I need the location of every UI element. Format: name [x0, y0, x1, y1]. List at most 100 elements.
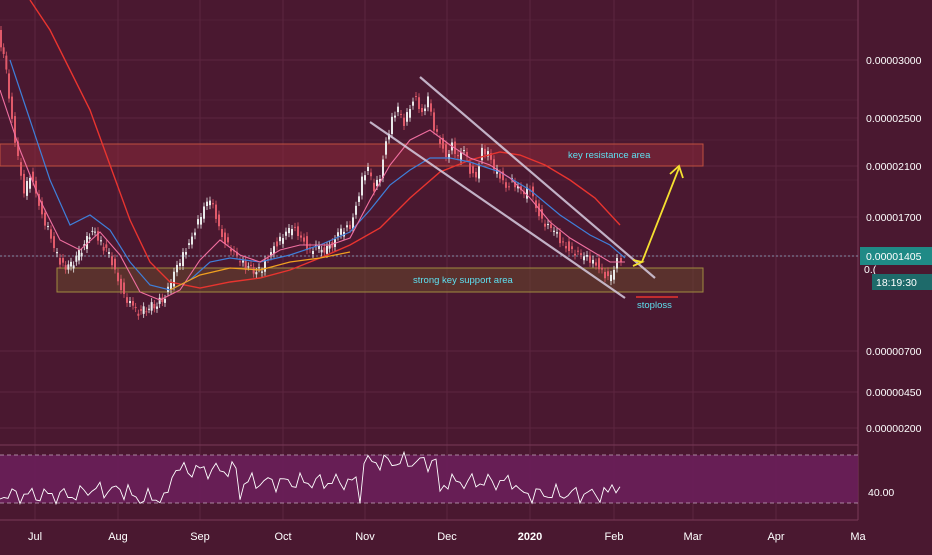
candle-body [538, 203, 540, 217]
candle-body [230, 248, 232, 252]
partial-tick-label: 0.( [864, 264, 877, 276]
candle-body [247, 266, 250, 268]
candle-body [94, 231, 96, 233]
candle-body [221, 228, 223, 238]
candle-body [300, 235, 302, 238]
candle-body [56, 252, 58, 254]
candle-body [601, 267, 603, 270]
candle-body [565, 246, 567, 249]
candle-body [379, 178, 381, 183]
candle-body [376, 179, 378, 187]
x-tick-label: Nov [355, 531, 375, 543]
candle-body [475, 171, 477, 178]
candle-body [370, 172, 372, 177]
candle-body [264, 259, 266, 272]
candle-body [35, 180, 37, 194]
candle-body [218, 214, 220, 227]
candle-body [197, 219, 199, 225]
candle-body [358, 196, 360, 202]
candle-body [505, 182, 507, 188]
arrows [632, 164, 684, 267]
candle-body [364, 175, 366, 181]
ma-orange [169, 251, 351, 291]
candle-body [520, 186, 522, 191]
candle-body [577, 250, 579, 252]
candle-body [70, 261, 72, 267]
candle-body [97, 231, 99, 241]
candle-body [541, 209, 543, 219]
candle-body [571, 246, 573, 250]
candle-body [318, 245, 320, 249]
candle-body [481, 147, 483, 161]
y-tick-label: 0.00002500 [866, 113, 922, 125]
candle-body [288, 227, 290, 234]
candle-body [285, 231, 287, 236]
candle-body [388, 133, 390, 140]
y-tick-label: 0.00000450 [866, 387, 922, 399]
candle-body [91, 230, 94, 232]
resistance-zone [0, 143, 704, 167]
candle-body [164, 298, 166, 303]
candle-body [484, 148, 486, 155]
channel-lower [369, 121, 626, 299]
candle-body [312, 251, 314, 255]
candle-body [244, 260, 247, 270]
candle-body [592, 259, 594, 264]
candle-body [206, 201, 208, 207]
y-tick-label: 0.00001700 [866, 212, 922, 224]
candle-body [346, 225, 348, 228]
candle-body [421, 107, 423, 113]
candle-body [11, 96, 13, 119]
candle-body [616, 258, 618, 269]
candle-body [148, 308, 150, 310]
candle-body [126, 297, 128, 303]
candle-body [50, 229, 52, 239]
candle-body [203, 206, 205, 219]
candle-body [620, 258, 622, 262]
ma-blue [9, 59, 626, 291]
x-tick-label: Apr [767, 531, 784, 543]
candle-body [276, 241, 278, 247]
candle-body [598, 258, 600, 270]
candle-body [553, 230, 555, 232]
zones [0, 143, 858, 293]
candle-body [544, 223, 546, 227]
candle-body [137, 313, 140, 316]
candle-body [493, 159, 495, 170]
candle-body [436, 129, 438, 132]
candle-body [267, 258, 269, 260]
candle-body [47, 226, 49, 228]
x-tick-label: Mar [684, 531, 703, 543]
candle-body [448, 153, 450, 159]
candle-body [610, 274, 612, 282]
candle-body [279, 236, 281, 242]
candle-body [108, 252, 110, 254]
candle-body [176, 264, 178, 273]
y-tick-label: 0.00000200 [866, 423, 922, 435]
candle-body [114, 258, 116, 270]
candle-body [589, 255, 591, 263]
candle-body [439, 138, 441, 144]
candle-body [86, 236, 88, 249]
candle-body [261, 271, 263, 273]
annotations: key resistance area strong key support ar… [413, 150, 678, 311]
candle-body [457, 154, 459, 157]
y-tick-label: 0.00003000 [866, 55, 922, 67]
candle-body [242, 260, 244, 263]
candle-body [252, 267, 255, 274]
candle-body [320, 249, 323, 253]
candle-body [191, 236, 193, 245]
candle-body [499, 173, 501, 179]
candle-body [373, 182, 375, 192]
candle-body [337, 232, 339, 237]
candle-body [215, 204, 217, 219]
candle-body [547, 224, 549, 226]
countdown-badge [872, 274, 932, 290]
candle-body [328, 244, 331, 249]
candle-body [38, 193, 40, 206]
rsi-tick-label: 40.00 [868, 487, 894, 499]
candle-body [297, 226, 299, 236]
candle-body [574, 253, 576, 256]
candle-body [134, 306, 137, 309]
